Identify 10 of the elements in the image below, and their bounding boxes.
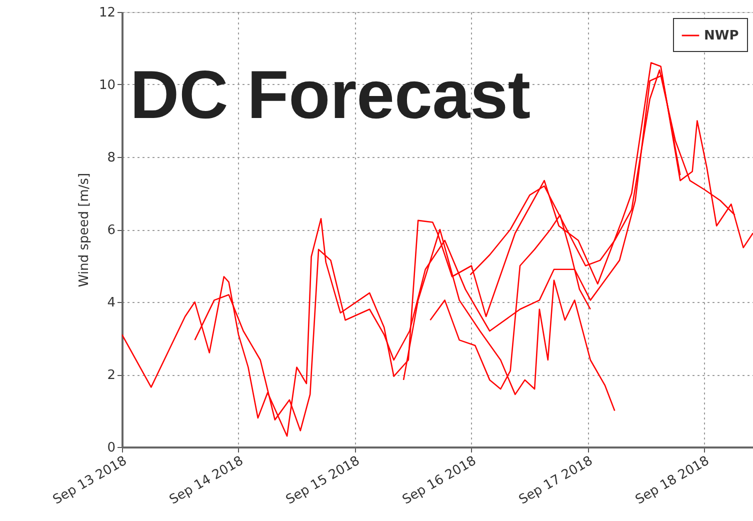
- y-tick-label: 2: [107, 368, 116, 383]
- y-tick-label: 6: [107, 223, 116, 238]
- y-axis-title: Wind speed [m/s]: [76, 172, 92, 288]
- text: DC Forecast: [130, 57, 531, 133]
- y-tick-label: 10: [98, 78, 116, 93]
- y-tick-label: 0: [107, 440, 116, 456]
- y-tick-label: 12: [98, 6, 116, 20]
- y-tick-label: 8: [107, 150, 116, 166]
- legend-label: NWP: [704, 28, 739, 44]
- y-tick-label: 4: [107, 296, 116, 310]
